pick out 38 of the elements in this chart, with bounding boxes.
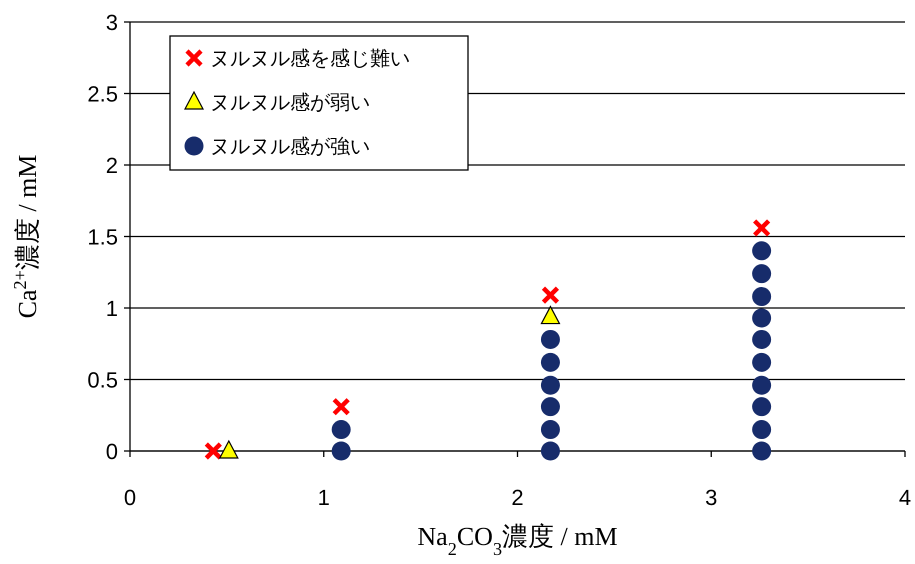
point bbox=[752, 397, 772, 416]
y-tick-label: 0 bbox=[106, 439, 118, 464]
point bbox=[204, 442, 223, 460]
legend-label: ヌルヌル感を感じ難い bbox=[210, 48, 410, 70]
point bbox=[541, 286, 560, 304]
point bbox=[540, 420, 560, 440]
x-tick-label: 4 bbox=[898, 485, 912, 510]
point bbox=[752, 287, 772, 306]
x-tick-label: 2 bbox=[511, 485, 524, 510]
point bbox=[332, 442, 351, 460]
point bbox=[752, 241, 772, 260]
point bbox=[752, 352, 772, 372]
y-tick-label: 3 bbox=[106, 10, 118, 35]
point bbox=[540, 376, 560, 395]
y-tick-label: 1.5 bbox=[87, 224, 118, 250]
x-axis-title: Na$_{2}$CO$_{3}$濃度 / mM bbox=[417, 522, 618, 559]
point bbox=[752, 442, 772, 460]
point bbox=[752, 376, 772, 395]
point bbox=[752, 420, 772, 440]
legend-label: ヌルヌル感が強い bbox=[210, 136, 370, 158]
point bbox=[752, 308, 772, 328]
x-tick-label: 3 bbox=[705, 485, 718, 510]
point bbox=[332, 397, 350, 416]
point bbox=[752, 264, 772, 284]
y-tick-label: 2.5 bbox=[87, 82, 118, 106]
point bbox=[752, 330, 772, 349]
point bbox=[540, 442, 560, 460]
y-tick-label: 1 bbox=[106, 296, 118, 321]
y-tick-label: 0.5 bbox=[87, 368, 118, 392]
point bbox=[752, 218, 771, 238]
point bbox=[332, 420, 351, 440]
legend-label: ヌルヌル感が弱い bbox=[210, 92, 370, 114]
x-tick-label: 1 bbox=[318, 485, 330, 510]
point bbox=[540, 330, 560, 349]
point bbox=[540, 397, 560, 416]
point bbox=[540, 352, 560, 372]
x-tick-label: 0 bbox=[124, 485, 136, 510]
y-tick-label: 2 bbox=[106, 153, 118, 178]
